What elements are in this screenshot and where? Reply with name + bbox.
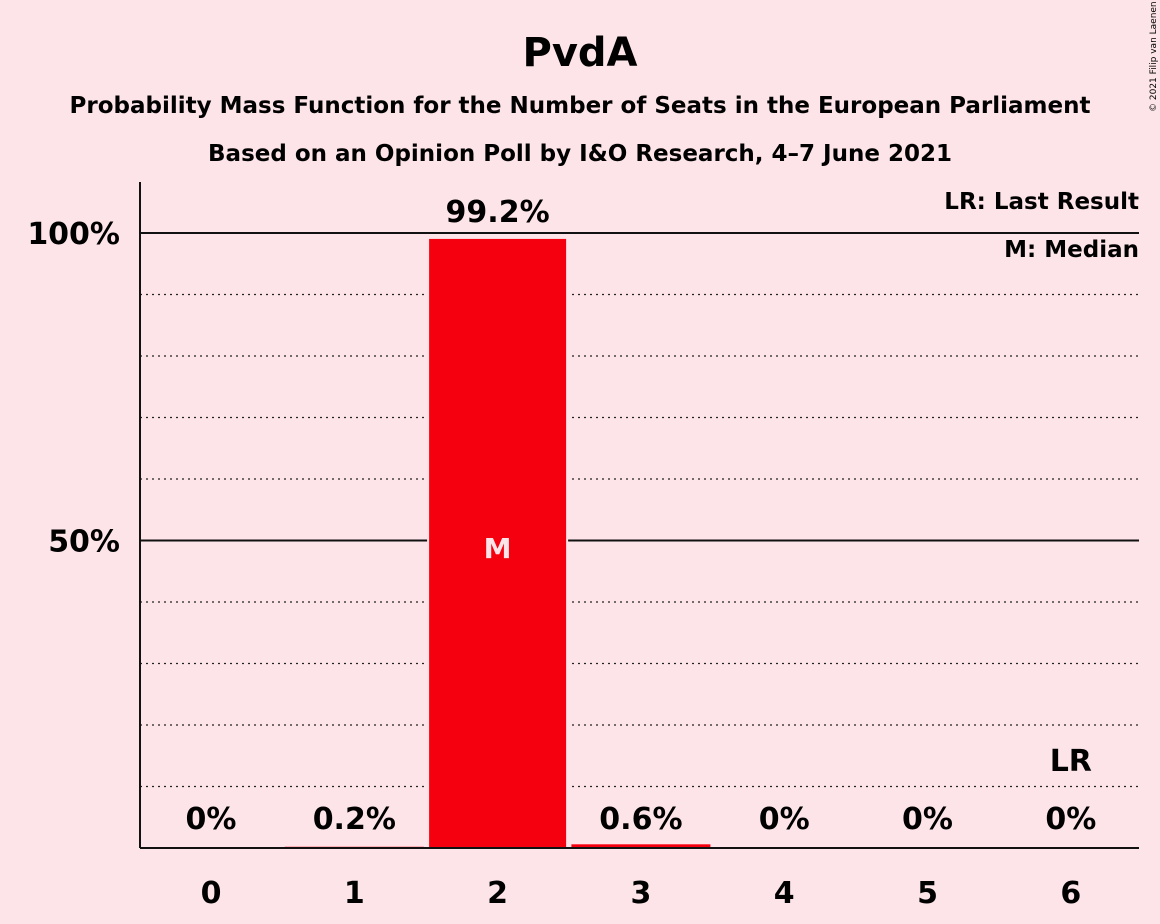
x-tick-label: 4: [774, 876, 795, 911]
x-tick-label: 5: [917, 876, 938, 911]
last-result-marker: LR: [1050, 744, 1092, 779]
labels: 50% 100% 0 1 2 3 4 5 6 0% 0.2% 99.2% 0.6% 0% 0% 0% M LR: [27, 195, 1096, 911]
x-tick-label: 1: [344, 876, 365, 911]
y-tick-label: 100%: [27, 217, 120, 252]
x-tick-label: 0: [201, 876, 222, 911]
axes: [139, 182, 1139, 849]
legend-last-result: LR: Last Result: [944, 189, 1139, 215]
chart-subtitle: Probability Mass Function for the Number…: [70, 93, 1091, 119]
legend-median: M: Median: [1004, 237, 1139, 263]
bars: [284, 236, 711, 850]
data-label: 0%: [186, 802, 237, 837]
median-marker: M: [484, 532, 512, 565]
data-label: 0.6%: [599, 802, 682, 837]
bar-seat-2: [427, 236, 569, 850]
data-label: 99.2%: [446, 195, 550, 230]
gridlines: [140, 232, 1139, 788]
x-tick-label: 3: [630, 876, 651, 911]
data-label: 0%: [902, 802, 953, 837]
copyright-note: © 2021 Filip van Laenen: [1149, 1, 1159, 112]
data-label: 0.2%: [313, 802, 396, 837]
x-tick-label: 2: [487, 876, 508, 911]
data-label: 0%: [759, 802, 810, 837]
chart-title: PvdA: [523, 30, 638, 76]
y-tick-label: 50%: [48, 525, 120, 560]
bar-seat-3: [571, 844, 711, 848]
data-label: 0%: [1045, 802, 1096, 837]
chart-subtitle-source: Based on an Opinion Poll by I&O Research…: [208, 141, 952, 167]
x-tick-label: 6: [1060, 876, 1081, 911]
